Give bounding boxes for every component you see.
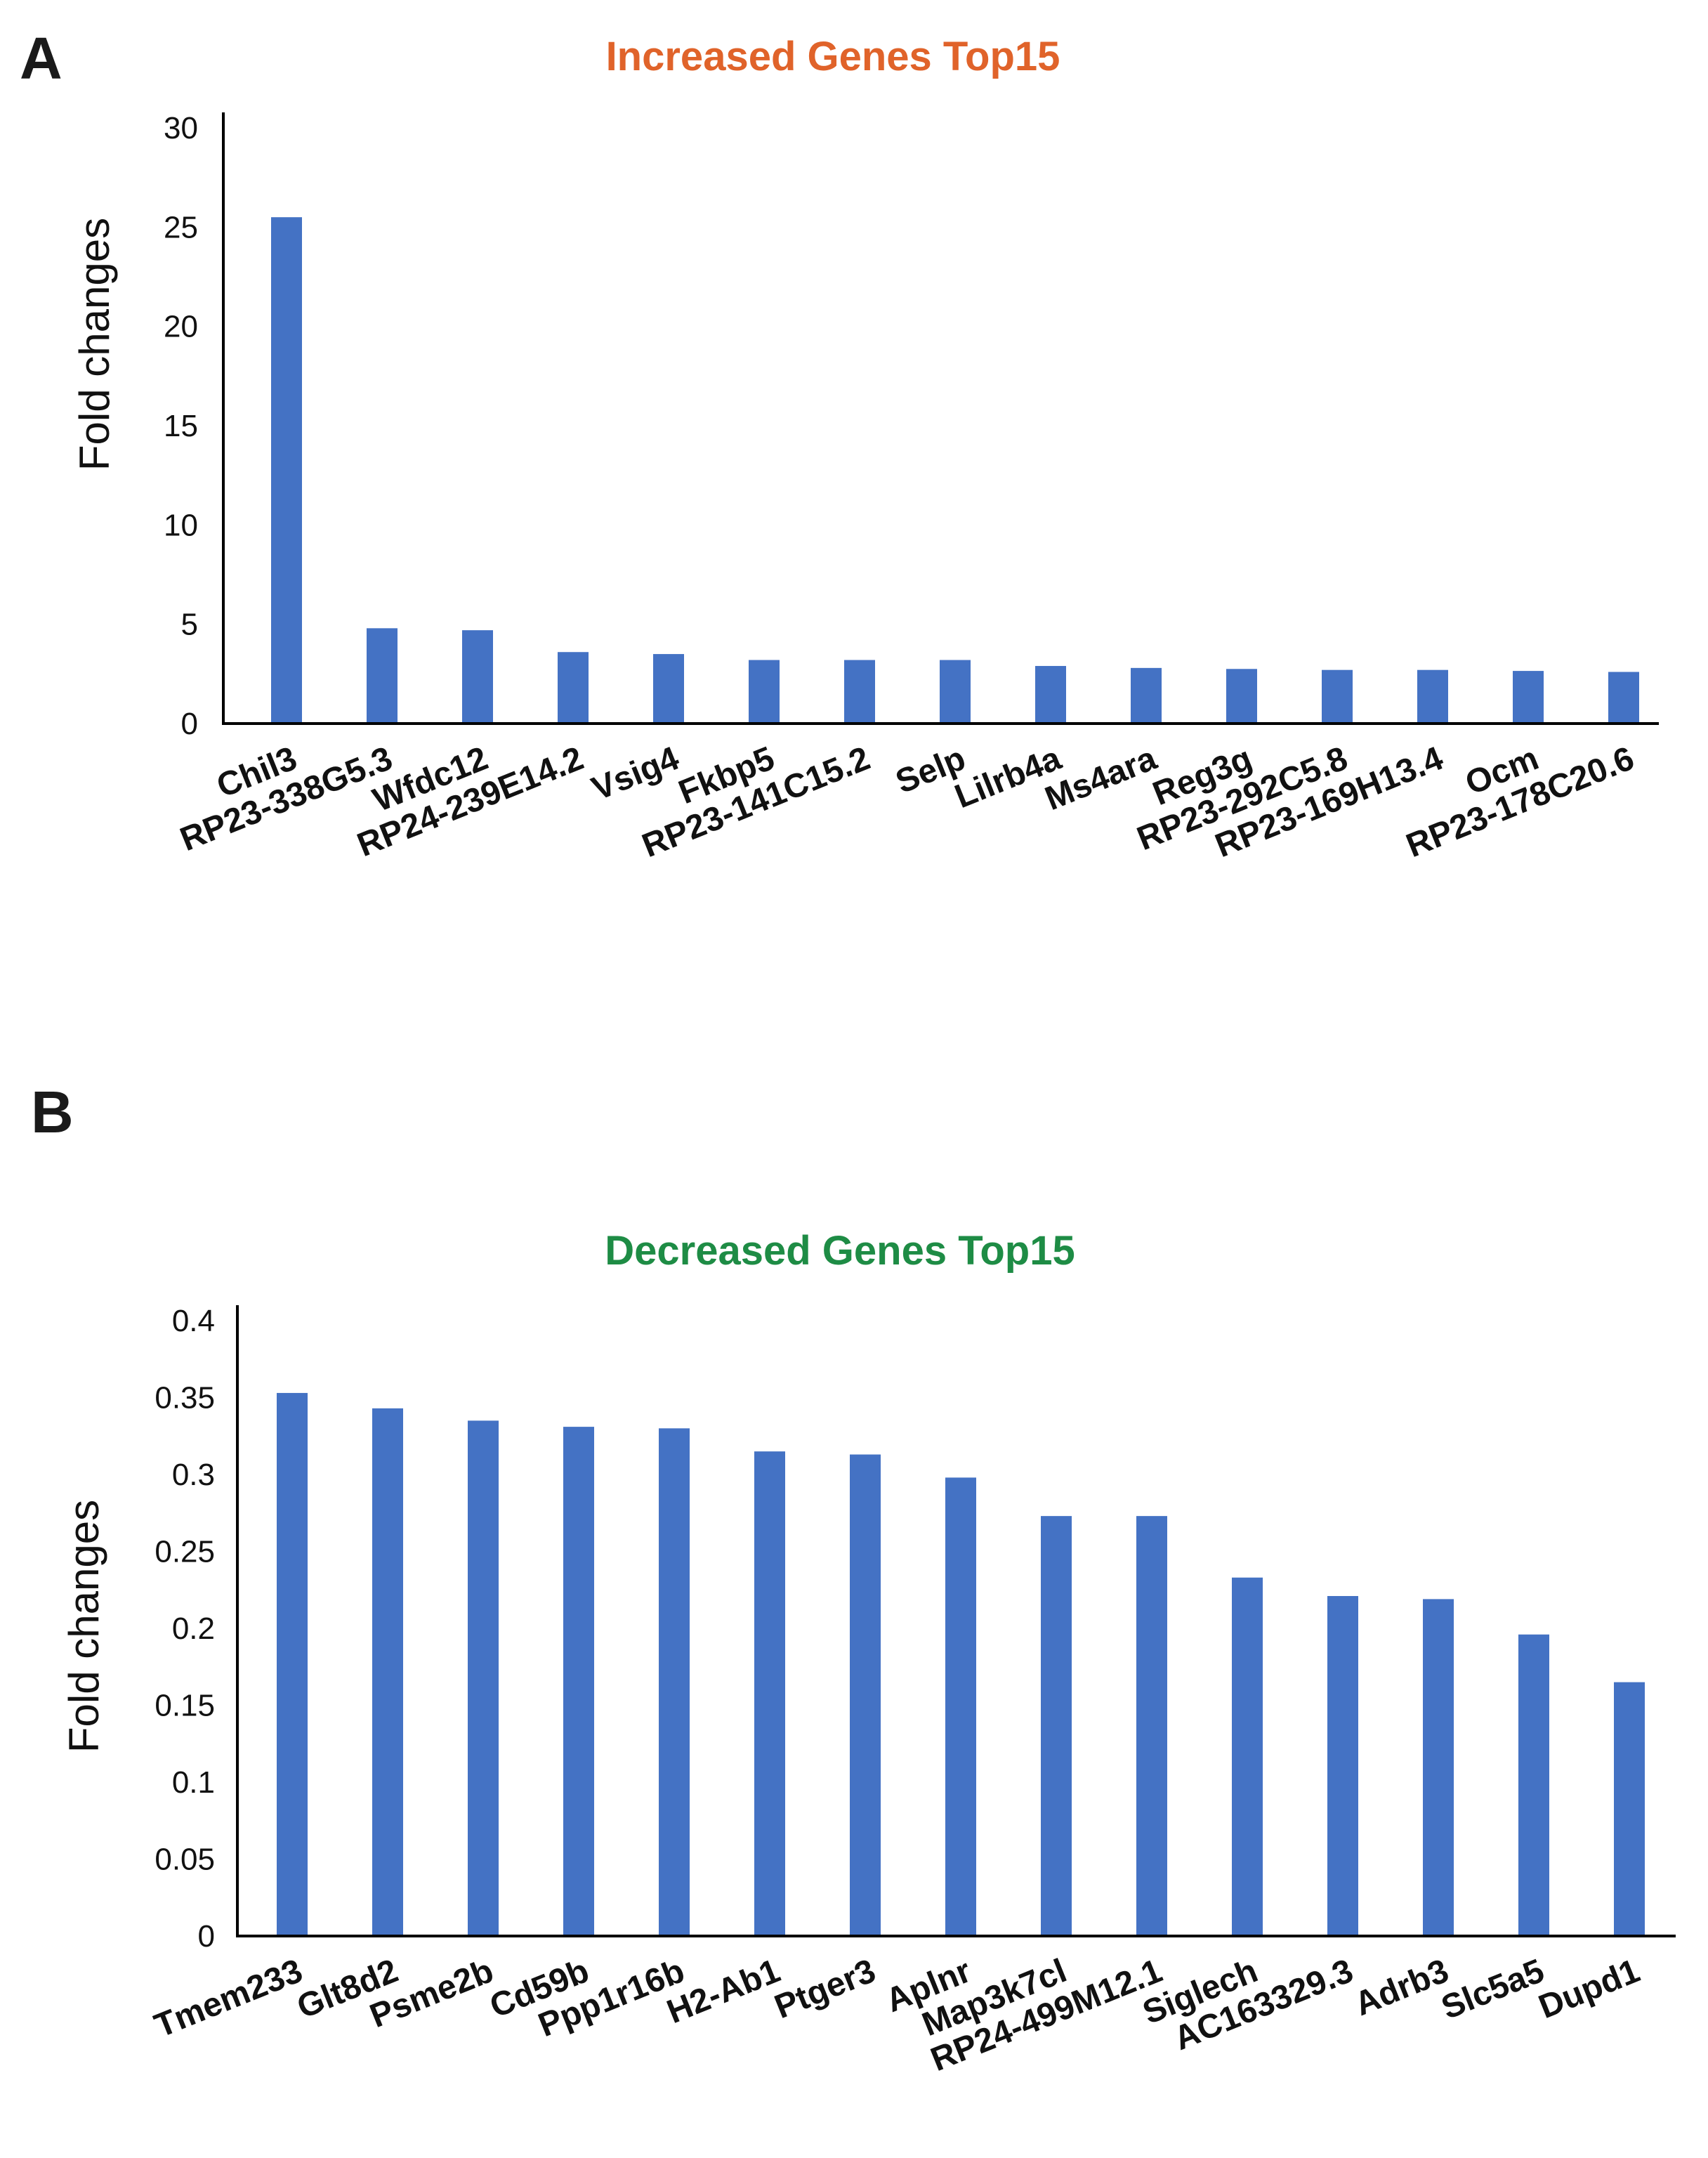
- bar-siglech: [1232, 1577, 1263, 1936]
- bar-ac163329-3: [1327, 1596, 1358, 1936]
- bar-aplnr: [945, 1477, 976, 1936]
- y-axis-label: Fold changes: [60, 1500, 107, 1753]
- bar-glt8d2: [372, 1408, 403, 1936]
- y-tick-label: 15: [164, 409, 198, 443]
- y-tick-label: 0.4: [172, 1304, 215, 1338]
- y-tick-label: 5: [181, 608, 198, 642]
- y-tick-label: 0.1: [172, 1765, 215, 1800]
- category-label: Dupd1: [1534, 1952, 1645, 2026]
- bar-fkbp5: [749, 660, 780, 724]
- bar-rp23-292c5-8: [1322, 669, 1353, 724]
- bar-rp23-178c20-6: [1608, 672, 1639, 724]
- category-label: Vsig4: [587, 740, 685, 808]
- bar-dupd1: [1614, 1682, 1645, 1936]
- y-tick-label: 0: [181, 707, 198, 741]
- panel-a-label: A: [20, 25, 63, 91]
- y-tick-label: 0.05: [155, 1843, 215, 1877]
- bar-wfdc12: [462, 630, 493, 724]
- y-tick-label: 0.25: [155, 1535, 215, 1569]
- bar-ms4ara: [1131, 667, 1162, 724]
- category-label: Tmem233: [150, 1952, 308, 2045]
- bar-ppp1r16b: [659, 1428, 690, 1936]
- bar-ptger3: [850, 1454, 881, 1936]
- y-tick-label: 30: [164, 111, 198, 145]
- bar-lilrb4a: [1035, 666, 1066, 724]
- category-label: Slc5a5: [1436, 1952, 1549, 2027]
- y-tick-label: 25: [164, 210, 198, 244]
- y-tick-label: 0.15: [155, 1689, 215, 1723]
- bar-rp23-338g5-3: [367, 628, 398, 724]
- bar-cd59b: [563, 1427, 594, 1936]
- bar-tmem233: [277, 1392, 308, 1936]
- bar-psme2b: [468, 1420, 499, 1936]
- bar-rp24-239e14-2: [558, 652, 589, 724]
- bar-reg3g: [1226, 669, 1257, 724]
- chart-decreased-genes: Decreased Genes Top15 Fold changes 0 0.05…: [60, 1228, 1676, 2079]
- bar-adrb3: [1423, 1599, 1454, 1936]
- category-label: Ms4ara: [1040, 740, 1162, 818]
- y-tick-label: 0.3: [172, 1458, 215, 1492]
- y-axis-label: Fold changes: [71, 218, 118, 471]
- bar-ocm: [1513, 671, 1544, 724]
- y-tick-label: 0.2: [172, 1611, 215, 1646]
- chart-title: Increased Genes Top15: [606, 34, 1060, 79]
- bar-map3k7cl: [1041, 1516, 1072, 1936]
- y-tick-label: 10: [164, 508, 198, 542]
- y-tick-label: 20: [164, 310, 198, 344]
- bar-slc5a5: [1518, 1634, 1549, 1936]
- panel-b-label: B: [31, 1079, 74, 1145]
- bar-chil3: [271, 217, 302, 724]
- bar-h2-ab1: [754, 1451, 785, 1936]
- y-tick-label: 0: [198, 1919, 215, 1954]
- category-label: Adrb3: [1350, 1952, 1454, 2023]
- y-tick-label: 0.35: [155, 1381, 215, 1415]
- bar-selp: [940, 660, 971, 724]
- bar-vsig4: [653, 654, 684, 724]
- bar-rp23-141c15-2: [844, 660, 875, 724]
- bar-rp24-499m12-1: [1136, 1516, 1167, 1936]
- bar-rp23-169h13-4: [1417, 669, 1448, 724]
- category-label: Ptger3: [770, 1952, 881, 2026]
- chart-increased-genes: Increased Genes Top15 Fold changes 0 5 10 1…: [71, 34, 1659, 865]
- chart-title: Decreased Genes Top15: [605, 1228, 1075, 1274]
